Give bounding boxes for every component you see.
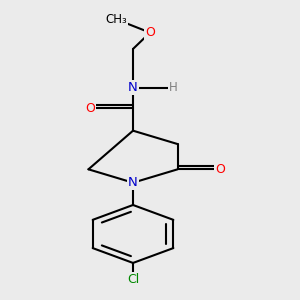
Text: Cl: Cl xyxy=(127,273,139,286)
Text: CH₃: CH₃ xyxy=(105,13,127,26)
Text: N: N xyxy=(128,81,138,94)
Text: O: O xyxy=(215,163,225,176)
Text: N: N xyxy=(128,176,138,189)
Text: O: O xyxy=(145,26,155,39)
Text: O: O xyxy=(85,102,95,115)
Text: H: H xyxy=(169,81,178,94)
